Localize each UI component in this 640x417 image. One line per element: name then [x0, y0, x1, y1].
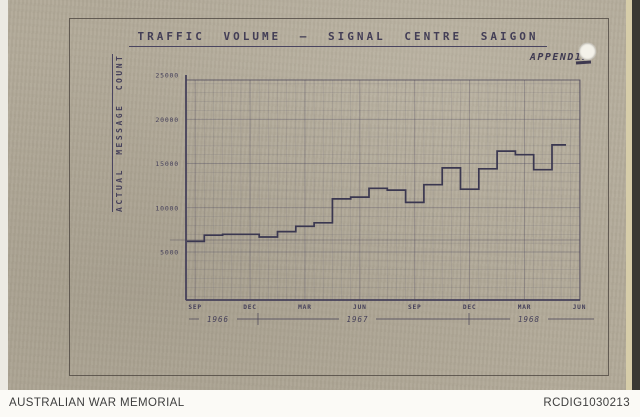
chart-title: TRAFFIC VOLUME — SIGNAL CENTRE SAIGON	[69, 30, 607, 47]
scan-edge-left	[0, 0, 8, 390]
y-tick-label: 15000	[155, 160, 179, 168]
drawn-border	[69, 18, 609, 376]
paper-edge-highlight	[626, 0, 632, 390]
scan-footer-bar: AUSTRALIAN WAR MEMORIAL RCDIG1030213	[0, 390, 640, 417]
document-page	[8, 0, 626, 390]
x-tick-label: JUN	[573, 304, 587, 311]
y-tick-label: 20000	[155, 116, 179, 124]
footer-reference-id: RCDIG1030213	[543, 397, 630, 409]
year-label: 1967	[346, 315, 368, 324]
y-tick-label: 25000	[155, 72, 179, 80]
hole-punch	[579, 43, 596, 60]
appendix-label: APPENDIX	[529, 52, 590, 63]
year-label: 1966	[207, 315, 229, 324]
x-tick-label: MAR	[298, 304, 312, 311]
x-tick-label: SEP	[408, 304, 422, 311]
scan-edge-right	[632, 0, 640, 390]
y-tick-label: 5000	[160, 249, 179, 257]
traffic-volume-chart: SEP DEC MAR JUN SEP DEC MAR JUN 25000 20000 15000 1…	[155, 72, 594, 325]
year-label: 1968	[518, 315, 540, 324]
x-tick-label: JUN	[353, 304, 367, 311]
x-tick-label: SEP	[188, 304, 202, 311]
x-tick-label: DEC	[243, 304, 257, 311]
footer-institution: AUSTRALIAN WAR MEMORIAL	[9, 397, 185, 409]
traffic-step-line	[186, 144, 566, 243]
chart-title-text: TRAFFIC VOLUME — SIGNAL CENTRE SAIGON	[129, 30, 547, 47]
y-tick-label: 10000	[155, 204, 179, 212]
x-tick-label: MAR	[518, 304, 532, 311]
x-tick-label: DEC	[463, 304, 477, 311]
